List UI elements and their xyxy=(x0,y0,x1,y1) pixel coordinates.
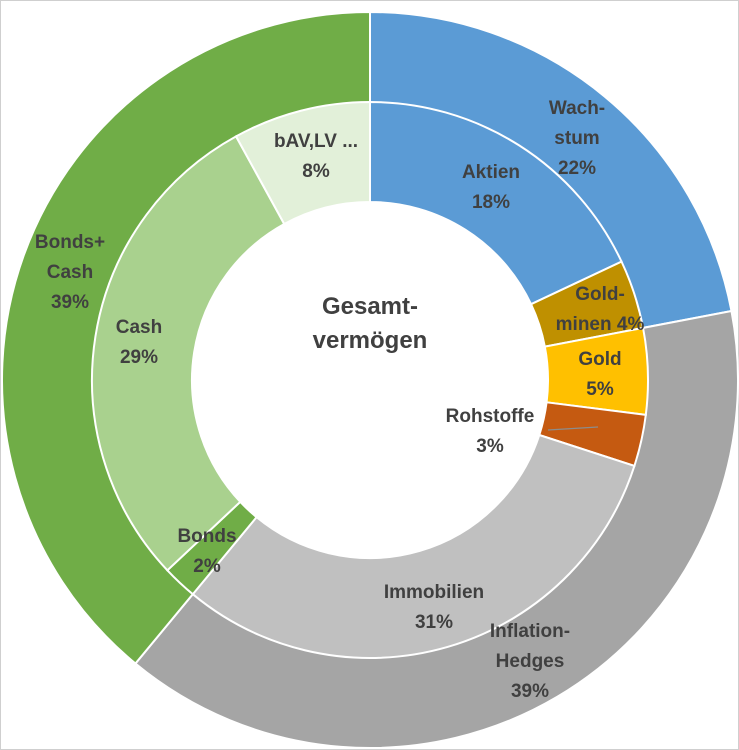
inner-slice-bav-lv xyxy=(234,100,371,226)
outer-label-inflation: Inflation- Hedges 39% xyxy=(490,621,570,702)
inner-label-line: Rohstoffe xyxy=(446,406,535,427)
inner-label-line: 8% xyxy=(302,161,330,182)
inner-label-line: Aktien xyxy=(462,162,520,183)
inner-label-line: Bonds xyxy=(177,526,236,547)
inner-slice-immobilien xyxy=(191,433,636,659)
outer-label-line: Wach- xyxy=(549,98,605,119)
rohstoffe-leader-line xyxy=(547,426,599,431)
inner-label-bav-lv: bAV,LV ... 8% xyxy=(274,131,358,182)
inner-label-bonds: Bonds 2% xyxy=(177,526,236,577)
inner-label-line: Gold- xyxy=(575,284,625,305)
inner-label-line: Gold xyxy=(578,349,621,370)
outer-label-line: 39% xyxy=(51,292,89,313)
outer-label-line: 39% xyxy=(511,681,549,702)
inner-slice-cash xyxy=(91,135,286,572)
chart-title-line-1: Gesamt- xyxy=(322,293,418,320)
inner-label-immobilien: Immobilien 31% xyxy=(384,582,484,633)
inner-label-line: 18% xyxy=(472,192,510,213)
outer-label-wach: Wach-stum 22% xyxy=(549,98,605,179)
outer-label-line: Cash xyxy=(47,262,93,283)
inner-label-line: Cash xyxy=(116,317,162,338)
inner-label-line: 31% xyxy=(415,612,453,633)
chart-title-line-2: vermögen xyxy=(313,327,428,354)
inner-label-line: Immobilien xyxy=(384,582,484,603)
inner-label-cash: Cash 29% xyxy=(116,317,162,368)
inner-label-line: 5% xyxy=(586,379,614,400)
outer-label-line: stum xyxy=(554,128,599,149)
inner-label-rohstoffe: Rohstoffe 3% xyxy=(446,406,535,457)
inner-label-line: bAV,LV ... xyxy=(274,131,358,152)
outer-label-line: 22% xyxy=(558,158,596,179)
inner-label-gold: Gold-minen 4% xyxy=(556,284,645,335)
outer-label-line: Inflation- xyxy=(490,621,570,642)
inner-label-line: 29% xyxy=(120,347,158,368)
outer-label-line: Hedges xyxy=(496,651,565,672)
inner-label-line: 2% xyxy=(193,556,221,577)
inner-label-line: minen 4% xyxy=(556,314,645,335)
inner-label-line: 3% xyxy=(476,436,504,457)
inner-label-aktien: Aktien 18% xyxy=(462,162,520,213)
outer-label-bonds: Bonds+ Cash 39% xyxy=(35,232,105,313)
inner-label-gold: Gold 5% xyxy=(578,349,621,400)
outer-label-line: Bonds+ xyxy=(35,232,105,253)
